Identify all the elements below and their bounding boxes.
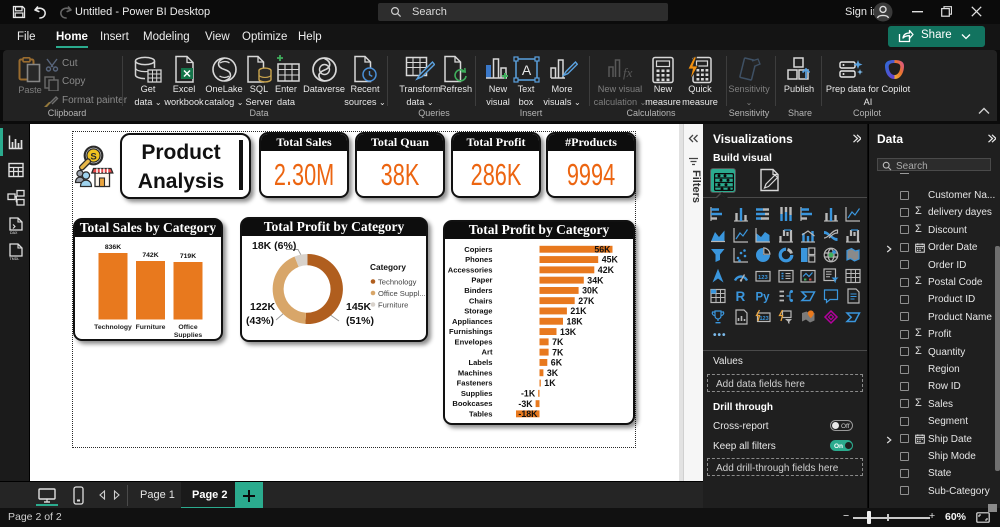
svg-text:Supplies: Supplies [461,389,493,398]
svg-text:34K: 34K [587,275,604,285]
svg-text:Labels: Labels [468,358,492,367]
svg-text:Fasteners: Fasteners [457,379,493,388]
svg-text:18K: 18K [567,317,584,327]
svg-text:Bookcases: Bookcases [452,399,492,408]
svg-text:122K: 122K [250,301,276,313]
svg-text:Technology: Technology [94,324,132,331]
svg-text:21K: 21K [570,306,587,316]
svg-text:145K: 145K [346,301,372,313]
svg-text:Art: Art [482,348,493,357]
svg-text:Furniture: Furniture [378,301,408,310]
svg-text:56K: 56K [594,244,611,254]
svg-text:Tables: Tables [469,410,493,419]
svg-text:719K: 719K [180,253,196,260]
svg-text:TMDL: TMDL [10,257,20,260]
svg-text:-3K: -3K [518,399,533,409]
svg-text:(43%): (43%) [246,315,274,327]
svg-text:Accessories: Accessories [448,265,493,274]
svg-text:S: S [90,151,96,162]
svg-text:18K (6%): 18K (6%) [252,240,296,252]
svg-text:A: A [522,62,532,78]
svg-text:45K: 45K [602,255,619,265]
svg-text:30K: 30K [582,286,599,296]
svg-text:Machines: Machines [458,368,493,377]
svg-text:DAX: DAX [10,231,18,234]
svg-text:7K: 7K [552,337,564,347]
svg-text:Technology: Technology [378,278,417,287]
svg-text:6K: 6K [551,358,563,368]
svg-text:Copiers: Copiers [464,245,492,254]
svg-text:Binders: Binders [464,286,492,295]
svg-text:123: 123 [758,274,768,280]
svg-text:27K: 27K [578,296,595,306]
svg-text:Paper: Paper [471,276,492,285]
svg-text:Office: Office [178,324,197,331]
svg-text:123: 123 [760,316,769,322]
svg-text:742K: 742K [142,252,158,259]
svg-text:Office Suppl...: Office Suppl... [378,289,425,298]
svg-text:Py: Py [756,292,771,304]
svg-text:Chairs: Chairs [469,296,493,305]
svg-text:42K: 42K [598,265,615,275]
svg-text:1K: 1K [544,378,556,388]
svg-text:fx: fx [623,65,633,80]
svg-text:Envelopes: Envelopes [455,338,493,347]
svg-text:Storage: Storage [464,307,492,316]
svg-text:Supplies: Supplies [174,332,203,338]
svg-text:3K: 3K [547,368,559,378]
svg-text:Furniture: Furniture [136,324,166,331]
svg-text:R: R [735,289,745,304]
svg-text:(51%): (51%) [346,315,374,327]
svg-text:-1K: -1K [521,389,536,399]
svg-text:Category: Category [370,262,406,272]
svg-text:-18K: -18K [518,409,538,419]
svg-text:Furnishings: Furnishings [449,327,492,336]
svg-text:Phones: Phones [465,255,492,264]
svg-text:7K: 7K [552,347,564,357]
svg-text:836K: 836K [105,244,121,251]
svg-text:13K: 13K [560,327,577,337]
svg-text:Appliances: Appliances [452,317,493,326]
